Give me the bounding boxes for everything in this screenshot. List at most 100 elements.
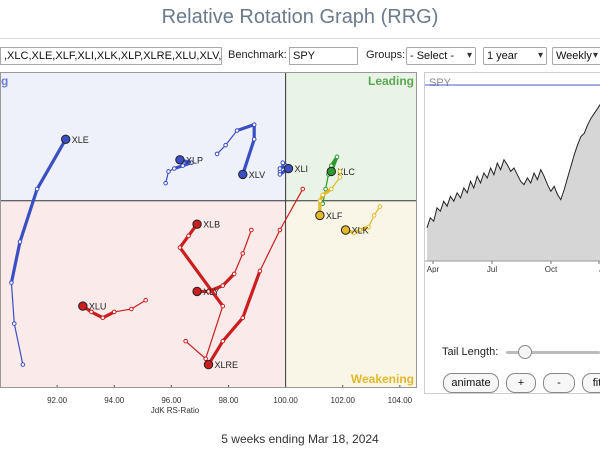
tail-segment [13,323,24,366]
interval-select[interactable]: Weekly [552,47,600,65]
lagging-quadrant [0,200,286,388]
tail-point [231,271,237,277]
tail-length-slider-track[interactable] [506,351,600,354]
tail-point [206,289,211,294]
tail-head-marker[interactable] [78,301,88,311]
tail-head-marker[interactable] [203,359,214,370]
tail-length-label: Tail Length: [442,346,499,358]
weakening-label: Weakening [351,372,414,386]
x-tick-label: 92.00 [47,396,68,405]
rrg-plot[interactable]: Leading Weakening g XLE XLP XLV XLI XLC XLF XL… [0,72,417,417]
tail-point [320,192,326,198]
tail-label: XLY [203,287,219,297]
leading-label: Leading [368,74,414,88]
tail-point [334,154,340,160]
tail-point [366,224,371,230]
tail-point [129,306,134,312]
tail-xlk[interactable]: XLK [340,204,383,236]
tail-point [11,321,17,326]
tail-point [240,251,246,256]
tail-segment [221,272,236,288]
tail-xle[interactable]: XLE [9,134,89,367]
zoom-in-button[interactable]: + [506,373,536,393]
tail-xly[interactable]: XLY [192,227,254,297]
tail-label: XLP [186,155,203,165]
tail-point [220,303,226,309]
tail-point [351,230,357,236]
tail-xlb[interactable]: XLB [177,219,226,362]
tail-label: XLV [249,170,265,180]
tail-point [111,309,117,315]
groups-select[interactable]: - Select - [406,47,476,65]
tail-segment [233,252,244,275]
x-tick-label: 98.00 [218,396,239,405]
tail-point [337,169,343,174]
tail-point [323,186,328,192]
tail-head-marker[interactable] [60,134,71,144]
tail-point [203,356,208,362]
tail-head-marker[interactable] [315,210,325,221]
benchmark-price-chart: SPY AprJulOctJ [425,77,600,273]
x-tick-label: 96.00 [161,396,182,405]
tail-segment [9,240,22,285]
tail-segment [205,305,224,360]
zoom-out-button[interactable]: - [543,373,575,393]
rotation-tails: XLE XLP XLV XLI XLC XLF XLK XLB XLY XLU XLRE [9,122,383,370]
tail-point [280,160,286,166]
benchmark-x-tick-label: Jul [487,265,497,273]
tail-segment [178,245,225,308]
tail-point [251,122,257,127]
tail-xlv[interactable]: XLV [214,122,265,180]
tail-segment [325,173,330,190]
tail-point [240,315,246,321]
tail-point [251,136,257,142]
improving-quadrant [0,72,286,201]
leading-quadrant [285,72,417,201]
benchmark-price-line [426,103,600,228]
tail-point [357,227,363,233]
tail-point [337,175,343,180]
animate-button[interactable]: animate [443,373,499,393]
tail-segment [10,282,15,325]
tail-head-marker[interactable] [238,169,248,180]
benchmark-area-fill [427,104,600,261]
tail-label: XLC [337,167,355,177]
tail-length-slider-handle[interactable] [518,345,533,359]
tail-xlre[interactable]: XLRE [203,186,306,370]
tail-point [189,160,194,166]
symbols-input[interactable]: ,XLC,XLE,XLF,XLI,XLK,XLP,XLRE,XLU,XLV,XL [0,47,222,65]
tail-head-marker[interactable] [326,166,337,177]
tail-segment [242,229,252,255]
tail-point [180,163,186,168]
tail-point [277,172,283,177]
tail-label: XLB [203,220,220,230]
tail-label: XLI [294,164,308,174]
tail-head-marker[interactable] [283,163,294,174]
title-divider [0,38,600,39]
tail-label: XLF [326,211,343,221]
benchmark-input[interactable]: SPY [289,47,358,65]
tail-xli[interactable]: XLI [277,160,308,177]
tail-xlp[interactable]: XLP [163,155,203,186]
tail-head-marker[interactable] [340,225,351,235]
tail-segment [225,129,238,146]
tail-point [220,283,226,288]
tail-point [223,142,228,148]
tail-label: XLK [352,226,369,236]
tail-point [234,128,240,133]
tail-head-marker[interactable] [192,219,202,229]
tail-segment [130,299,147,310]
tail-point [257,268,263,274]
period-select[interactable]: 1 year [483,47,547,65]
tail-point [249,227,254,233]
fit-button[interactable]: fit [582,373,600,393]
tail-xlc[interactable]: XLC [320,154,355,206]
plot-frame [0,72,417,388]
tail-xlf[interactable]: XLF [315,169,343,221]
tail-point [17,239,23,245]
page-title: Relative Rotation Graph (RRG) [161,6,439,28]
tail-head-marker[interactable] [175,155,185,165]
tail-xlu[interactable]: XLU [78,297,148,321]
tail-head-marker[interactable] [192,286,202,297]
tail-point [143,297,148,303]
